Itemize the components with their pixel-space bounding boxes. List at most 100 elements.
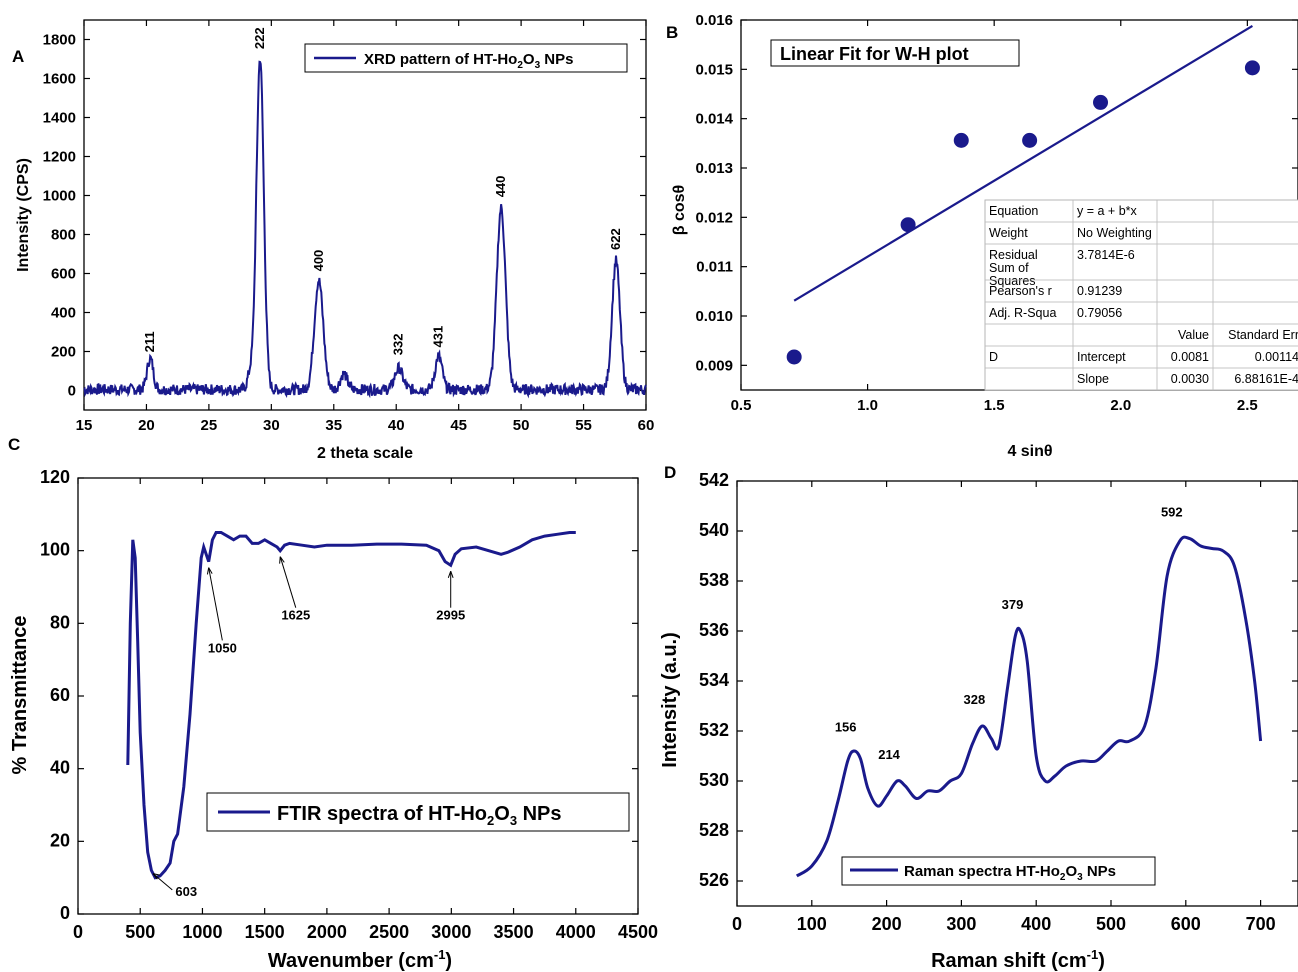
a-y-tick-label: 0	[68, 383, 76, 400]
d-y-tick-label: 530	[699, 770, 729, 790]
c-y-tick-label: 60	[50, 685, 70, 705]
fit-table-cell: 3.7814E-6	[1077, 248, 1135, 262]
a-x-tick-label: 45	[450, 417, 467, 434]
fit-parameters-table: Equation y = a + b*x Weight No Weighting Res…	[984, 199, 1298, 391]
peak-label-a: 400	[311, 250, 326, 272]
y-axis-label-b: β cosθ	[671, 185, 688, 235]
a-y-tick-label: 1000	[43, 188, 76, 205]
a-x-tick-label: 40	[388, 417, 405, 434]
d-x-tick-label: 100	[797, 914, 827, 934]
b-y-tick-label: 0.015	[695, 61, 733, 78]
a-x-tick-label: 50	[513, 417, 530, 434]
annotation-arrowhead	[206, 567, 213, 575]
panel-c-ftir-chart: C 0 500 1000 1500 2000 2500 3000 3500 4000 4500 0 2…	[8, 435, 658, 972]
c-x-tick-label: 3000	[431, 922, 471, 942]
fit-table-cell: Intercept	[1077, 350, 1126, 364]
b-y-tick-label: 0.016	[695, 12, 733, 29]
raman-series-line	[795, 535, 1263, 878]
a-y-tick-label: 600	[51, 266, 76, 283]
data-point-b	[786, 349, 802, 365]
b-y-tick-label: 0.014	[695, 111, 733, 128]
panel-a-xrd-chart: A 15 20 25 30 35 40 45 50 55 60020040060080010001…	[12, 19, 654, 462]
chart-title-b: Linear Fit for W-H plot	[780, 44, 969, 64]
peak-label-a: 622	[608, 228, 623, 250]
d-x-tick-label: 400	[1021, 914, 1051, 934]
d-x-tick-label: 700	[1246, 914, 1276, 934]
legend-d: Raman spectra HT-Ho2O3 NPs	[841, 856, 1156, 886]
b-x-tick-label: 0.5	[731, 397, 752, 414]
fit-table-cell: D	[989, 350, 998, 364]
legend-a: XRD pattern of HT-Ho2O3 NPs	[304, 43, 628, 73]
c-y-tick-label: 40	[50, 758, 70, 778]
annotation-label-c: 1625	[281, 608, 310, 623]
c-x-tick-label: 4500	[618, 922, 658, 942]
x-axis-label-d: Raman shift (cm-1)	[931, 947, 1105, 972]
b-y-tick-label: 0.013	[695, 160, 733, 177]
fit-table-cell: 0.00114	[1255, 350, 1298, 364]
peak-label-a: 222	[252, 27, 267, 49]
a-y-tick-label: 400	[51, 305, 76, 322]
peak-label-a: 332	[391, 334, 406, 356]
d-y-tick-label: 538	[699, 570, 729, 590]
d-x-tick-label: 300	[946, 914, 976, 934]
annotation-arrow	[152, 873, 173, 891]
annotation-label-c: 1050	[208, 640, 237, 655]
legend-c: FTIR spectra of HT-Ho2O3 NPs	[206, 792, 630, 832]
fit-table-cell: 0.91239	[1077, 284, 1122, 298]
peak-label-d: 328	[963, 692, 985, 707]
panel-letter-d: D	[664, 463, 676, 482]
panel-letter-b: B	[666, 23, 678, 42]
d-y-tick-label: 540	[699, 520, 729, 540]
b-x-tick-label: 1.0	[857, 397, 878, 414]
d-x-tick-label: 600	[1171, 914, 1201, 934]
plot-frame-d	[736, 480, 1298, 907]
panel-d-raman-chart: D 0 100 200 300 400 500 600 700 526 528 530 532 534 5…	[659, 463, 1298, 972]
d-y-tick-label: 542	[699, 470, 729, 490]
c-x-tick-label: 1000	[182, 922, 222, 942]
c-x-tick-label: 0	[73, 922, 83, 942]
b-y-tick-label: 0.011	[696, 259, 733, 276]
annotation-arrowhead	[152, 873, 160, 880]
a-x-tick-label: 20	[138, 417, 155, 434]
d-y-tick-label: 526	[699, 870, 729, 890]
annotation-label-c: 603	[175, 884, 197, 899]
fit-table-cell: Slope	[1077, 372, 1109, 386]
a-x-tick-label: 15	[76, 417, 93, 434]
data-point-b	[953, 132, 969, 148]
peak-label-a: 440	[493, 176, 508, 198]
c-x-tick-label: 3500	[494, 922, 534, 942]
fit-table-cell: Residual	[989, 248, 1038, 262]
peak-label-d: 156	[835, 720, 857, 735]
d-y-tick-label: 528	[699, 820, 729, 840]
a-x-tick-label: 25	[201, 417, 218, 434]
legend-d-text: Raman spectra HT-Ho2O3 NPs	[904, 863, 1116, 883]
fit-table-cell: No Weighting	[1077, 226, 1152, 240]
peak-label-a: 211	[142, 331, 157, 352]
b-x-tick-label: 2.0	[1110, 397, 1131, 414]
a-y-tick-label: 200	[51, 344, 76, 361]
annotation-arrowhead	[447, 571, 454, 578]
a-y-tick-label: 1200	[43, 149, 76, 166]
fit-table-cell: y = a + b*x	[1077, 204, 1138, 218]
b-y-tick-label: 0.009	[695, 357, 733, 374]
d-y-tick-label: 532	[699, 720, 729, 740]
fit-title-box: Linear Fit for W-H plot	[770, 39, 1020, 67]
fit-table-cell: Standard Err	[1228, 328, 1298, 342]
d-y-tick-label: 536	[699, 620, 729, 640]
fit-table-cell: Squares	[989, 274, 1036, 288]
c-x-tick-label: 2000	[307, 922, 347, 942]
fit-table-cell: 0.0030	[1171, 372, 1209, 386]
peak-label-d: 379	[1002, 597, 1024, 612]
data-point-b	[900, 217, 916, 233]
peak-label-a: 431	[431, 326, 446, 348]
d-x-tick-label: 500	[1096, 914, 1126, 934]
c-x-tick-label: 1500	[245, 922, 285, 942]
legend-c-text: FTIR spectra of HT-Ho2O3 NPs	[277, 803, 562, 828]
fit-table-cell: Sum of	[989, 261, 1029, 275]
legend-a-text: XRD pattern of HT-Ho2O3 NPs	[364, 51, 573, 71]
c-y-tick-label: 0	[60, 903, 70, 923]
ftir-series-line	[126, 531, 576, 880]
fit-table-cell: Equation	[989, 204, 1038, 218]
fit-table-cell: Weight	[989, 226, 1028, 240]
